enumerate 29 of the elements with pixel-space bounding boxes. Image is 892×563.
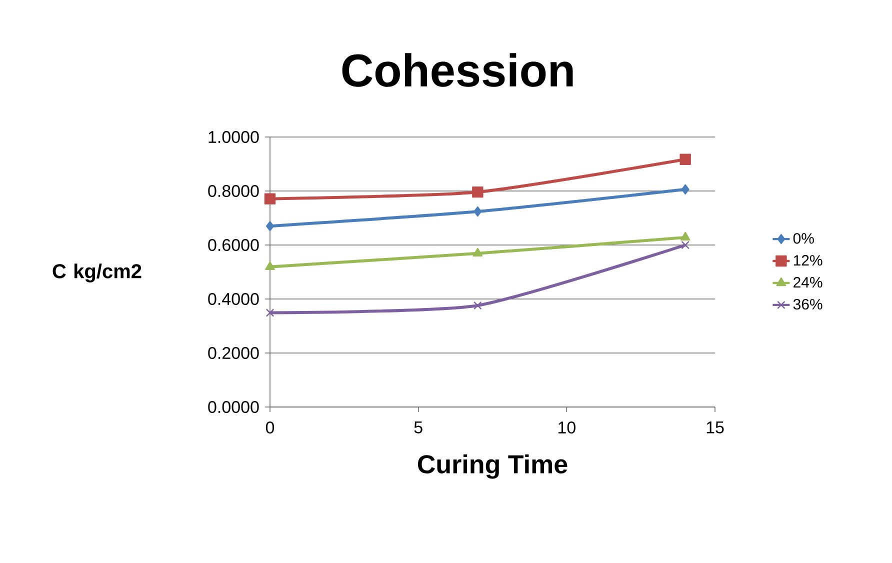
x-tick-label: 15 [706,422,724,434]
point [472,186,484,198]
chart-title: Cohession [342,53,573,87]
legend-label: 12% [794,255,822,266]
y-tick-label: 0.2000 [208,346,259,360]
x-tick-label: 10 [558,422,576,434]
point [474,301,482,310]
y-tick-label: 0.8000 [208,184,259,198]
y-tick-label: 0.0000 [208,400,259,414]
legend-label: 36% [793,298,822,310]
legend-label: 24% [794,276,822,288]
point [266,221,274,232]
point [680,232,690,241]
point [474,206,482,217]
point [266,308,274,317]
point [264,193,276,204]
point [680,154,691,166]
y-tick-label: 1.0000 [208,130,259,144]
x-axis-title: Curing Time [418,454,568,479]
x-tick-label: 0 [266,422,274,434]
y-axis-title: C kg/cm2 [52,264,142,282]
y-tick-label: 0.4000 [208,292,259,306]
point [681,184,690,194]
point [265,261,275,270]
x-tick-label: 5 [414,422,422,434]
point [472,248,483,256]
y-tick-label: 0.6000 [208,238,259,252]
point [681,240,690,250]
legend-label: 0% [793,233,814,244]
